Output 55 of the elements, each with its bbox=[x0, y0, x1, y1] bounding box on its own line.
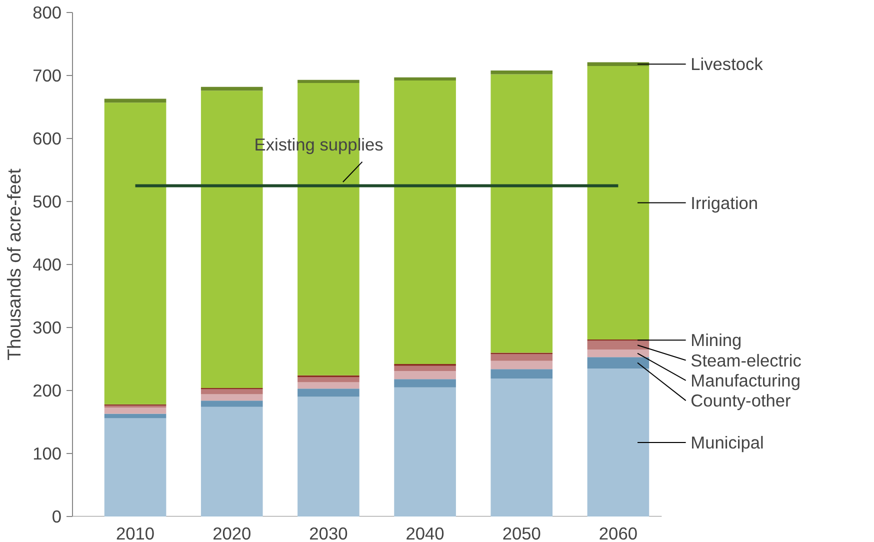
text: County-other bbox=[690, 390, 792, 411]
bar bbox=[104, 408, 166, 414]
bar bbox=[394, 80, 456, 364]
y-tick-label: 0 bbox=[52, 506, 62, 526]
x-tick-label: 2050 bbox=[502, 524, 541, 542]
bar bbox=[298, 396, 360, 516]
y-tick-label: 200 bbox=[32, 380, 62, 400]
bar bbox=[104, 102, 166, 404]
bar bbox=[587, 357, 650, 368]
bar bbox=[394, 379, 456, 388]
x-tick-label: 2040 bbox=[406, 524, 444, 542]
y-tick-label: 700 bbox=[32, 66, 62, 86]
y-axis-title: Thousands of acre-feet bbox=[4, 168, 25, 360]
y-tick-label: 500 bbox=[32, 192, 62, 212]
bar bbox=[394, 387, 456, 516]
bar bbox=[104, 414, 166, 418]
bar bbox=[587, 368, 650, 516]
text: Manufacturing bbox=[690, 370, 800, 390]
bar bbox=[587, 350, 650, 358]
bar bbox=[394, 77, 456, 81]
bar bbox=[298, 377, 360, 382]
bar bbox=[394, 366, 456, 371]
bar bbox=[298, 80, 360, 84]
text: Livestock bbox=[690, 54, 764, 74]
y-tick-label: 600 bbox=[32, 128, 62, 148]
bar bbox=[490, 74, 553, 353]
x-tick-label: 2020 bbox=[212, 524, 252, 542]
bar bbox=[200, 394, 263, 401]
text: Steam-electric bbox=[690, 350, 802, 370]
bar bbox=[587, 66, 650, 340]
bar bbox=[490, 354, 553, 361]
x-tick-label: 2030 bbox=[309, 524, 348, 542]
y-tick-label: 400 bbox=[32, 254, 62, 274]
bar bbox=[490, 369, 553, 379]
bar bbox=[587, 340, 650, 350]
text: Irrigation bbox=[690, 192, 758, 213]
bar bbox=[490, 378, 553, 516]
y-tick-label: 100 bbox=[32, 444, 62, 464]
bar bbox=[200, 400, 263, 407]
bar bbox=[200, 406, 263, 516]
bar bbox=[200, 86, 263, 91]
bar bbox=[490, 70, 553, 74]
x-tick-label: 2010 bbox=[116, 524, 155, 542]
bar bbox=[394, 370, 456, 380]
bar bbox=[298, 382, 360, 389]
bar bbox=[200, 389, 263, 394]
bar bbox=[490, 360, 553, 370]
bar bbox=[104, 418, 166, 516]
y-tick-label: 300 bbox=[32, 318, 62, 338]
x-tick-label: 2060 bbox=[598, 524, 638, 542]
bar bbox=[104, 98, 166, 103]
bar bbox=[298, 388, 360, 397]
text: Mining bbox=[690, 330, 742, 350]
y-tick-label: 800 bbox=[32, 2, 62, 22]
text: Municipal bbox=[690, 432, 764, 452]
